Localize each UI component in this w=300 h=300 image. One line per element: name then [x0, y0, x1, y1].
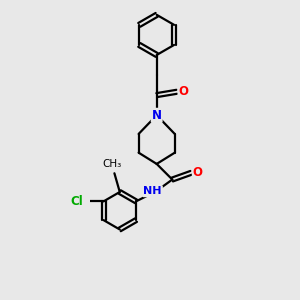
Text: O: O: [193, 166, 203, 179]
Text: NH: NH: [143, 186, 162, 196]
Text: O: O: [178, 85, 188, 98]
Text: Cl: Cl: [70, 195, 83, 208]
Text: N: N: [152, 109, 162, 122]
Text: CH₃: CH₃: [103, 159, 122, 169]
